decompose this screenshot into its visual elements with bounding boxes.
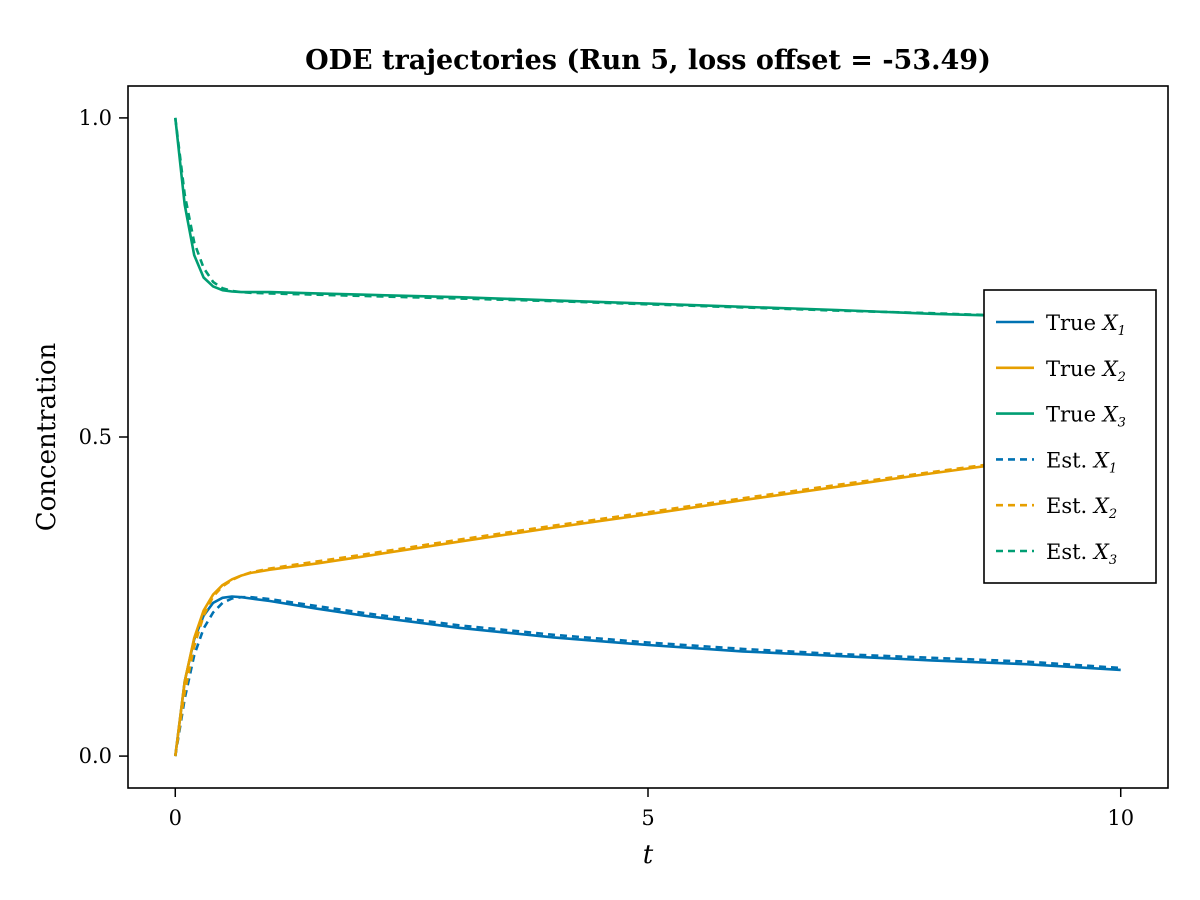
legend-entry-label: True X3 (1046, 403, 1126, 431)
legend: True X1 True X2 True X3 Est. X1 Est. X2 Est. … (983, 289, 1157, 584)
chart-title: ODE trajectories (Run 5, loss offset = -… (305, 45, 991, 76)
series-line-est-x3 (174, 117, 1121, 322)
x-tick-label: 5 (641, 806, 654, 830)
series-line-true-x2 (174, 444, 1121, 757)
series-line-est-x2 (174, 443, 1121, 757)
legend-box (983, 289, 1157, 584)
legend-entry-label: True X2 (1046, 357, 1126, 385)
x-tick-label: 10 (1107, 806, 1134, 830)
y-tick-label: 1.0 (79, 106, 112, 130)
y-axis-label: Concentration (32, 342, 62, 531)
legend-entry-label: True X1 (1046, 311, 1126, 339)
legend-entry-label: Est. X1 (1046, 448, 1117, 476)
axis-ticks: 0 5 10 0.0 0.5 1.0 (79, 106, 1135, 830)
y-tick-label: 0.0 (79, 744, 112, 768)
legend-entry-label: Est. X3 (1046, 540, 1117, 568)
legend-entry-label: Est. X2 (1046, 494, 1117, 522)
x-axis-label: t (643, 840, 654, 870)
y-tick-label: 0.5 (79, 425, 112, 449)
series-layer (174, 117, 1121, 757)
series-line-est-x1 (174, 595, 1121, 757)
x-tick-label: 0 (169, 806, 182, 830)
